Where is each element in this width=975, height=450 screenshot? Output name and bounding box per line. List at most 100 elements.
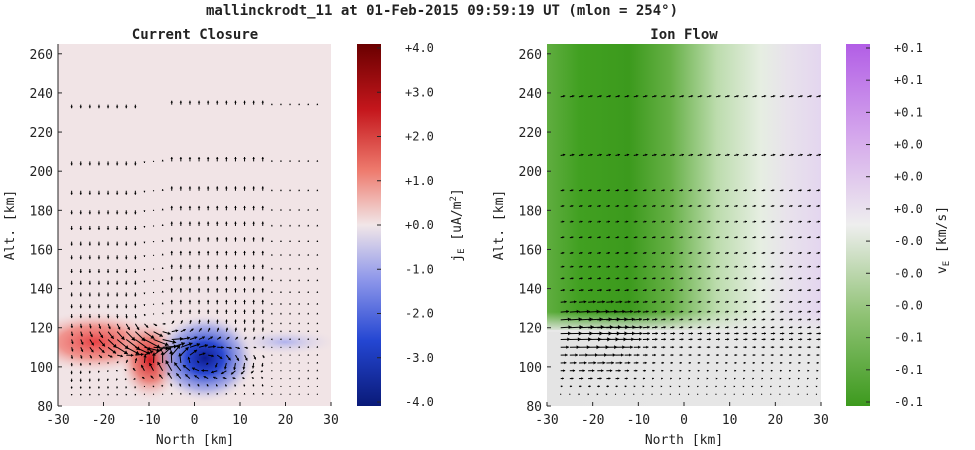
flow-vector-head bbox=[635, 288, 638, 292]
flow-vector bbox=[761, 393, 763, 395]
flow-vector-head bbox=[653, 277, 656, 280]
current-vector bbox=[152, 291, 155, 294]
current-vector bbox=[152, 393, 155, 395]
flow-vector-head bbox=[818, 153, 821, 157]
current-vector-head bbox=[90, 349, 94, 353]
flow-vector-head bbox=[605, 393, 608, 396]
flow-vector-head bbox=[752, 369, 755, 372]
current-vector-head bbox=[88, 212, 92, 215]
flow-vector-head bbox=[808, 310, 811, 313]
flow-vector-head bbox=[790, 265, 793, 268]
flow-vector-head bbox=[647, 325, 650, 329]
current-vector-head bbox=[225, 393, 228, 395]
flow-vector-head bbox=[753, 353, 756, 357]
flow-vector-head bbox=[771, 353, 774, 357]
current-vector-head bbox=[97, 212, 101, 215]
flow-vector-head bbox=[751, 385, 754, 388]
current-vector-head bbox=[215, 250, 219, 253]
current-vector-head bbox=[115, 306, 119, 309]
flow-vector-head bbox=[661, 369, 664, 372]
current-vector-head bbox=[198, 319, 201, 322]
current-vector-head bbox=[106, 212, 110, 215]
current-vector bbox=[152, 241, 155, 243]
current-vector-head bbox=[216, 100, 219, 103]
current-vector-head bbox=[101, 343, 105, 347]
current-vector-head bbox=[125, 378, 127, 380]
current-vector-head bbox=[289, 279, 291, 282]
flow-vector-head bbox=[807, 369, 810, 372]
current-vector-head bbox=[213, 345, 216, 349]
flow-vector-head bbox=[770, 369, 773, 372]
flow-colorbar-ticks: +0.1 +0.1 +0.1 +0.0 +0.0 +0.0 -0.0 -0.0 -0.0 -0.1… bbox=[866, 41, 923, 409]
current-vector bbox=[289, 354, 291, 356]
current-vector-head bbox=[307, 279, 310, 282]
current-vector bbox=[152, 209, 155, 211]
flow-vector-head bbox=[679, 377, 681, 380]
flow-vector-head bbox=[562, 94, 566, 98]
current-vector-head bbox=[298, 303, 301, 305]
current-vector-head bbox=[123, 350, 128, 354]
current-vector-head bbox=[243, 237, 246, 240]
flow-vector-head bbox=[772, 310, 775, 313]
current-vector-head bbox=[307, 377, 310, 380]
flow-vector-head bbox=[708, 236, 711, 239]
current-vector-head bbox=[88, 371, 91, 374]
current-vector-head bbox=[134, 386, 137, 389]
current-x-tick-label: 10 bbox=[232, 413, 248, 428]
current-vector-head bbox=[161, 279, 164, 281]
flow-vector-head bbox=[708, 338, 711, 341]
current-vector-head bbox=[154, 323, 158, 326]
current-vector-head bbox=[140, 352, 144, 357]
flow-vector-head bbox=[571, 189, 574, 192]
current-vector-head bbox=[70, 271, 73, 274]
current-vector-head bbox=[252, 309, 255, 312]
flow-vector-head bbox=[707, 353, 710, 357]
current-vector-head bbox=[243, 309, 246, 312]
flow-vector-head bbox=[763, 251, 766, 255]
current-vector bbox=[152, 225, 155, 227]
flow-vector-head bbox=[571, 265, 574, 268]
flow-vector-head bbox=[772, 265, 775, 268]
current-vector-head bbox=[143, 241, 146, 244]
flow-vector-head bbox=[808, 189, 811, 192]
current-vector-head bbox=[307, 240, 310, 242]
flow-vector-head bbox=[645, 94, 648, 98]
flow-vector-head bbox=[799, 346, 802, 349]
current-vector-head bbox=[206, 362, 209, 365]
current-vector-head bbox=[270, 103, 273, 106]
current-vector-head bbox=[120, 354, 123, 358]
flow-vector-head bbox=[572, 288, 575, 292]
flow-vector-head bbox=[617, 220, 620, 223]
flow-vector-head bbox=[717, 204, 720, 208]
current-vector-head bbox=[80, 349, 84, 352]
flow-vector-head bbox=[754, 251, 757, 255]
flow-vector-head bbox=[734, 369, 737, 372]
flow-vector-head bbox=[817, 220, 821, 223]
current-vector-head bbox=[88, 386, 91, 389]
flow-vector-head bbox=[772, 346, 775, 349]
flow-vector-head bbox=[699, 204, 702, 208]
current-vector-head bbox=[161, 189, 164, 191]
current-vector-head bbox=[252, 319, 255, 322]
current-vector-head bbox=[143, 292, 146, 295]
flow-vector-head bbox=[807, 377, 809, 380]
flow-vector-head bbox=[690, 236, 693, 239]
flow-vector-head bbox=[726, 346, 729, 349]
flow-vector-head bbox=[763, 289, 766, 292]
current-colorbar-tick-label: +2.0 bbox=[405, 130, 434, 144]
flow-vector-head bbox=[781, 204, 784, 208]
flow-vector-head bbox=[607, 220, 610, 223]
flow-vector-head bbox=[671, 204, 674, 208]
flow-vector-head bbox=[716, 361, 719, 364]
flow-y-tick-label: 240 bbox=[519, 87, 542, 102]
flow-vector-head bbox=[808, 204, 811, 208]
current-vector-head bbox=[289, 322, 291, 325]
flow-vector-head bbox=[698, 353, 701, 357]
current-colorbar-label: jE [uA/m2] bbox=[449, 188, 467, 261]
flow-vector-head bbox=[717, 326, 720, 329]
flow-vector-head bbox=[633, 385, 636, 388]
flow-vector-head bbox=[580, 251, 583, 255]
current-vector-head bbox=[229, 346, 232, 350]
flow-vector-head bbox=[644, 251, 647, 255]
flow-vector-head bbox=[699, 277, 702, 280]
